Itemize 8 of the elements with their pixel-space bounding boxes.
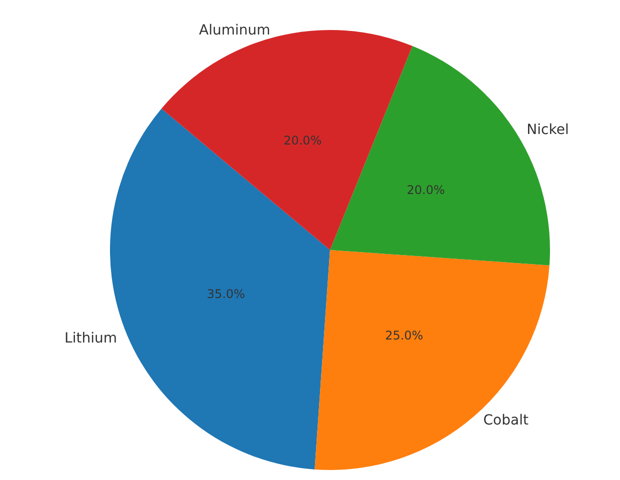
slice-label: Aluminum <box>199 22 270 39</box>
data-label: 35.0% <box>206 287 246 302</box>
data-label: 20.0% <box>284 133 322 148</box>
slice-label: Lithium <box>64 330 117 346</box>
slice-label: Cobalt <box>483 412 529 429</box>
data-label: 25.0% <box>385 328 424 342</box>
data-label: 20.0% <box>406 183 445 198</box>
slice-label: Nickel <box>526 122 569 138</box>
